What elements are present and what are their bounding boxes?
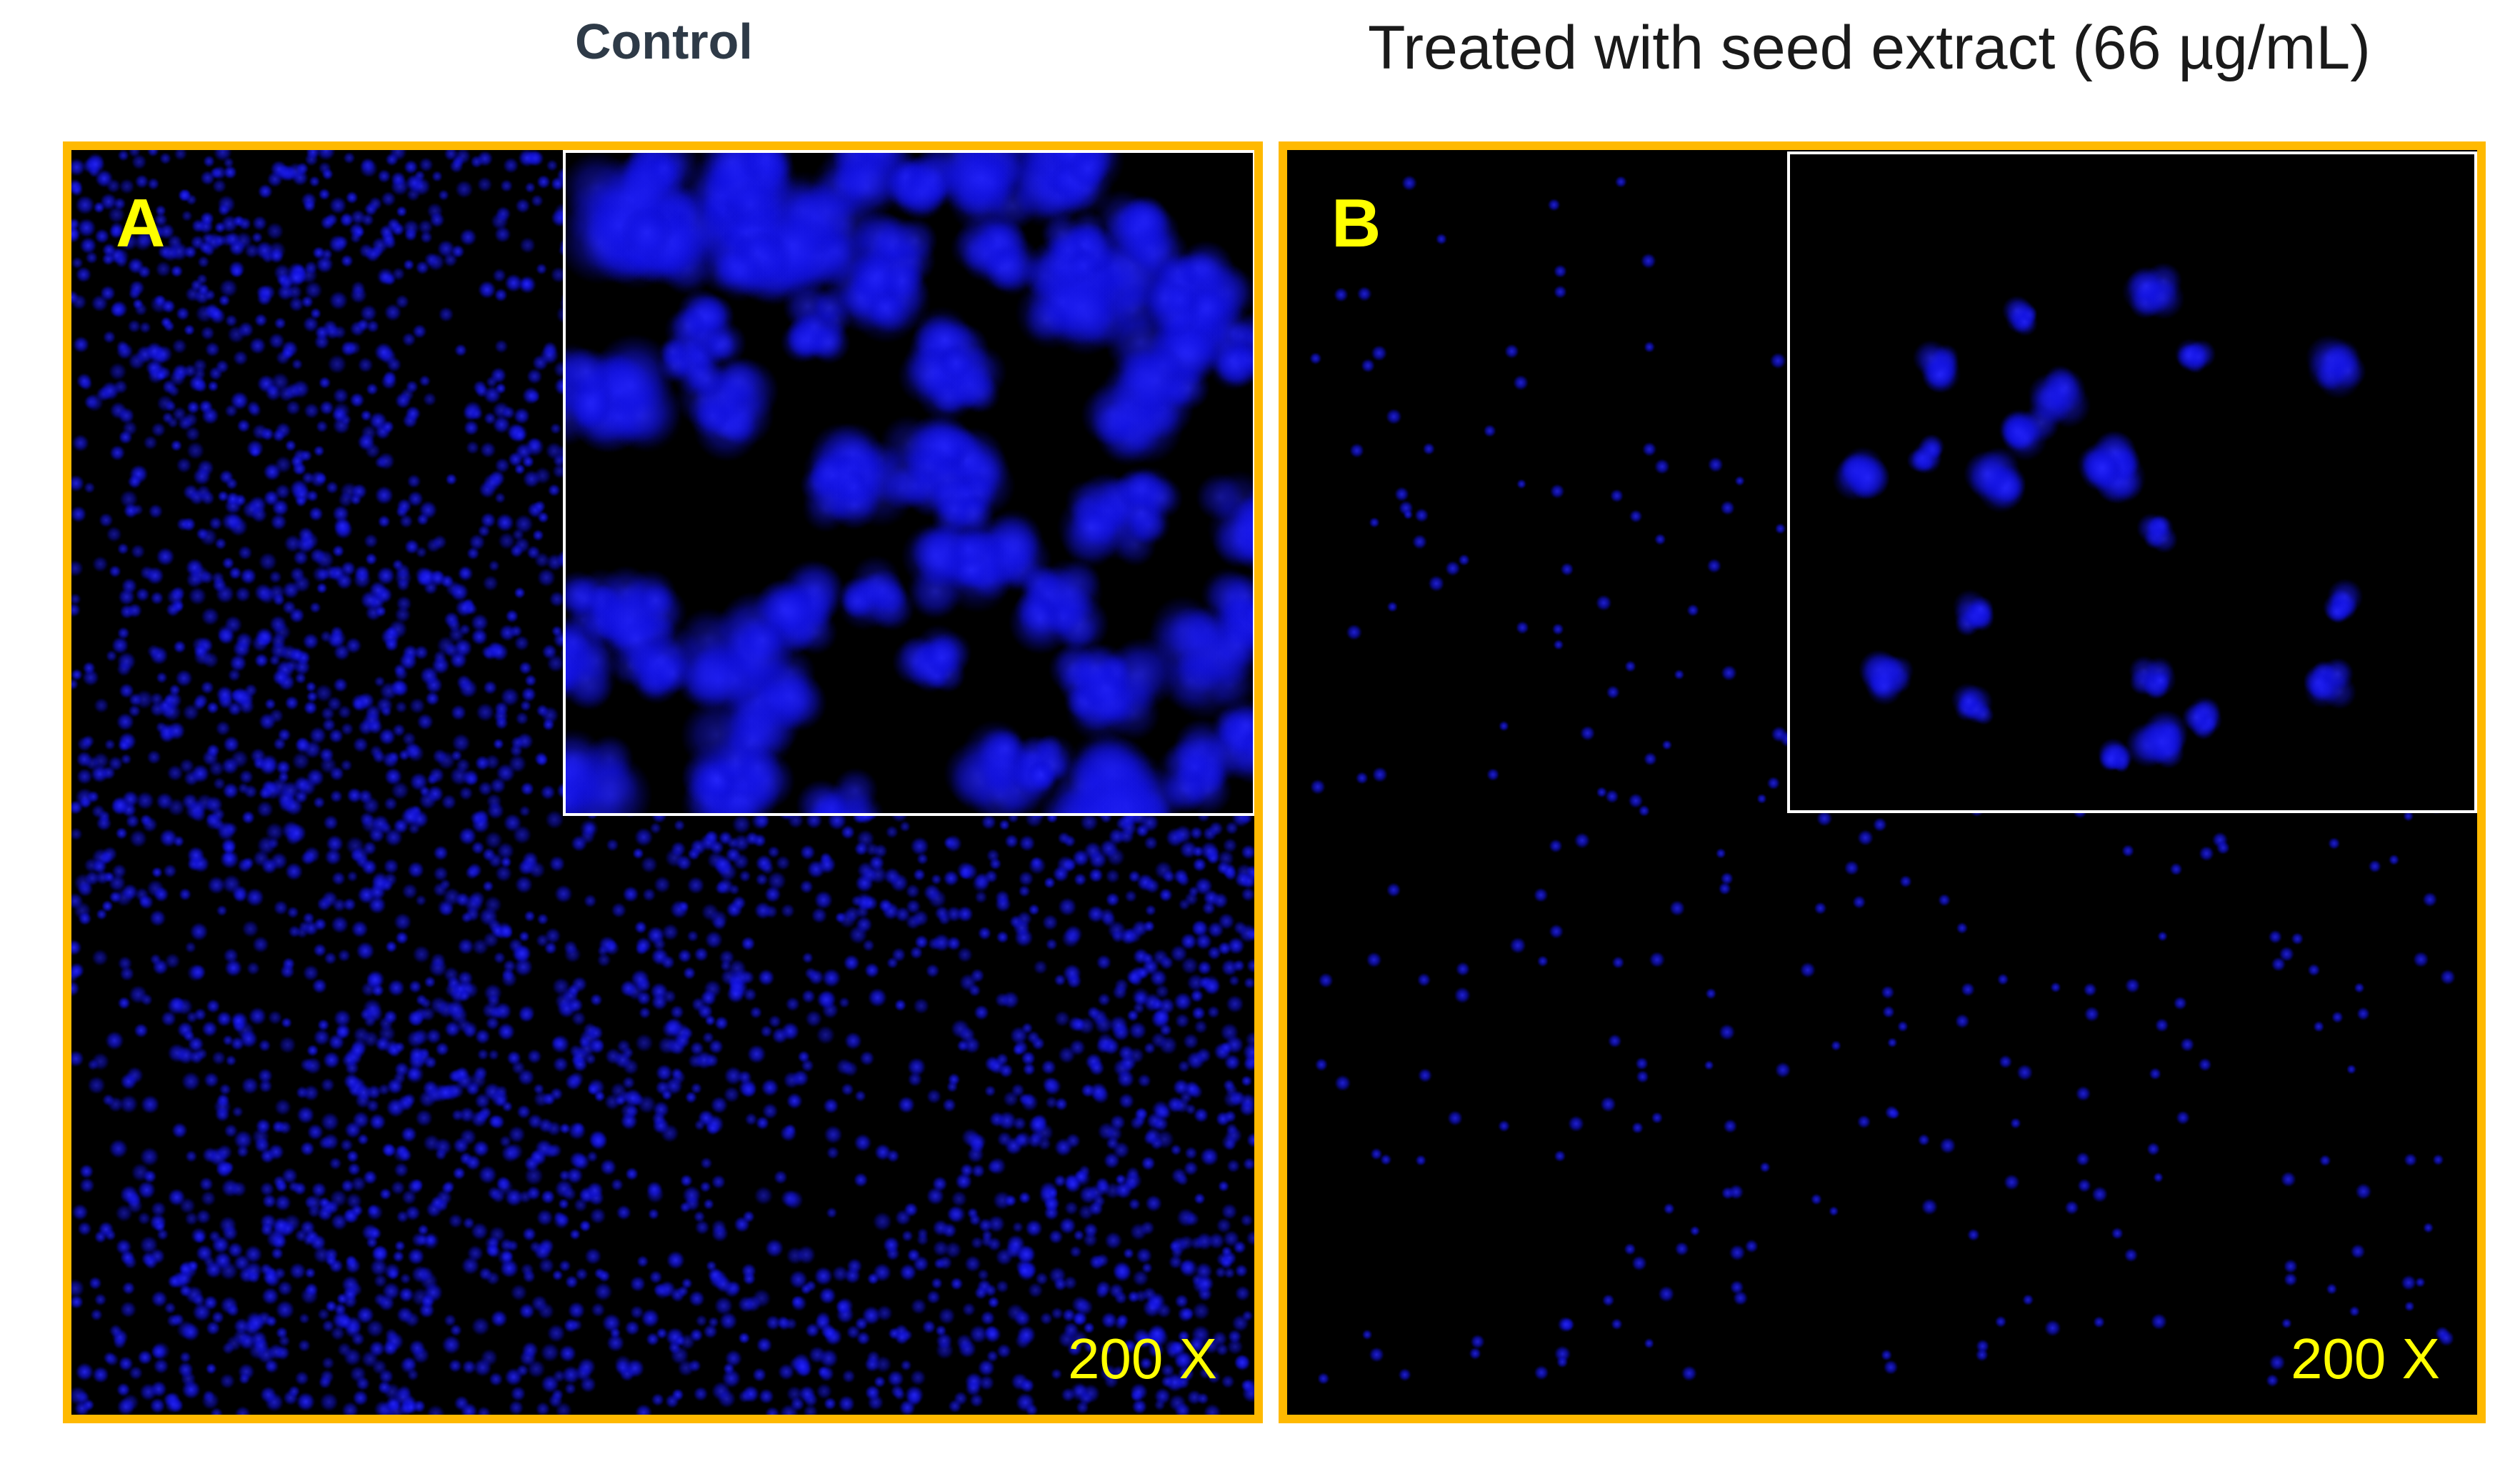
panel-a-letter: A [116, 185, 166, 262]
panel-a-control-micrograph: A 200 X [63, 141, 1263, 1423]
control-title: Control [575, 14, 753, 69]
panel-b-magnification: 200 X [2290, 1327, 2440, 1390]
panel-b-treated-micrograph: B 200 X [1279, 141, 2486, 1423]
treated-zoomed-nuclei [1790, 154, 2474, 810]
panel-b-zoom-inset [1787, 151, 2477, 813]
control-zoomed-nuclei [566, 153, 1253, 813]
panel-a-zoom-inset [563, 150, 1254, 816]
panel-a-magnification: 200 X [1067, 1327, 1217, 1390]
panel-b-letter: B [1331, 185, 1381, 262]
treated-title: Treated with seed extract (66 µg/mL) [1368, 14, 2371, 82]
